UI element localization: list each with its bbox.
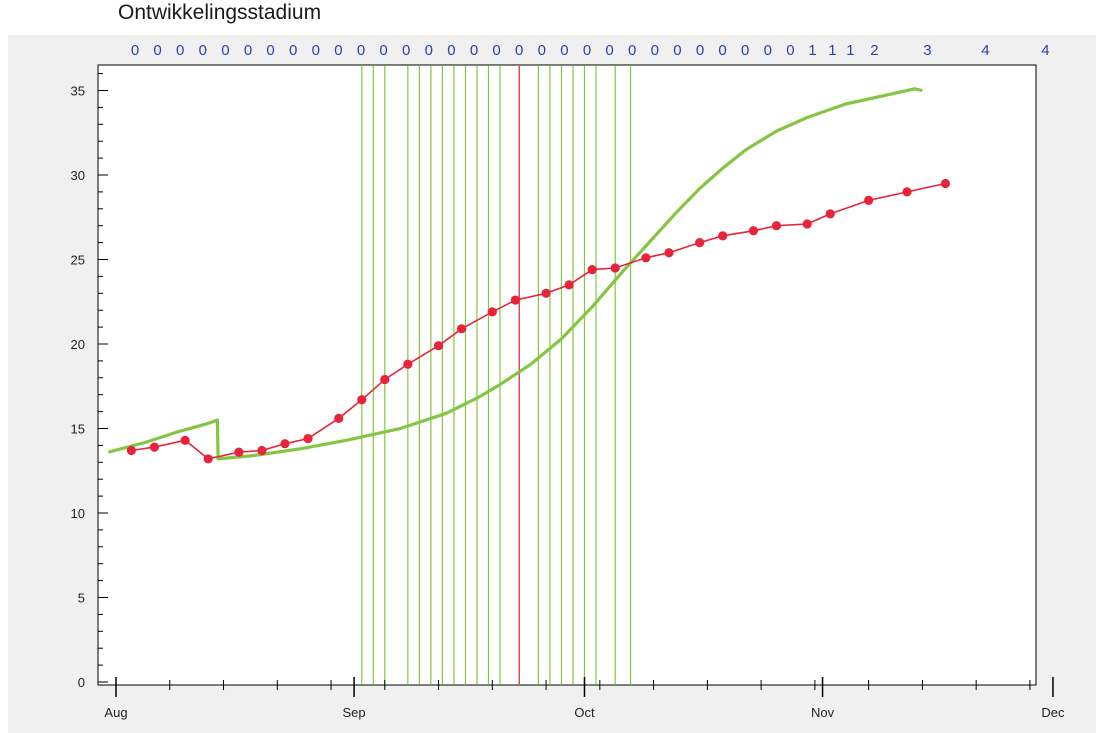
stage-label: 0 bbox=[199, 42, 207, 59]
stage-label: 4 bbox=[981, 42, 989, 59]
stage-label: 0 bbox=[357, 42, 365, 59]
stage-label: 0 bbox=[651, 42, 659, 59]
series-point bbox=[748, 226, 759, 236]
series-point bbox=[234, 447, 244, 457]
series-point bbox=[403, 359, 413, 369]
series-point bbox=[203, 454, 213, 464]
stage-label: 0 bbox=[221, 42, 229, 59]
stage-label: 0 bbox=[673, 42, 681, 59]
series-point bbox=[180, 435, 190, 445]
stage-label: 0 bbox=[470, 42, 478, 59]
stage-label: 0 bbox=[741, 42, 749, 59]
series-point bbox=[380, 374, 390, 385]
stage-label: 0 bbox=[628, 42, 636, 59]
y-tick-label: 0 bbox=[78, 675, 85, 690]
stage-label: 0 bbox=[289, 42, 297, 59]
stage-label: 0 bbox=[131, 42, 139, 59]
stage-label: 0 bbox=[334, 42, 342, 59]
series-point bbox=[510, 295, 520, 305]
series-point bbox=[825, 209, 835, 219]
series-point bbox=[487, 307, 497, 317]
y-tick-label: 35 bbox=[71, 84, 85, 99]
stage-label: 0 bbox=[312, 42, 320, 59]
series-point bbox=[641, 253, 651, 263]
x-tick-label: Nov bbox=[811, 705, 835, 720]
y-axis: 0 5 10 15 20 25 30 35 bbox=[71, 73, 108, 690]
series-point bbox=[334, 413, 344, 423]
stage-label: 4 bbox=[1041, 42, 1049, 59]
y-tick-label: 10 bbox=[71, 506, 85, 521]
x-axis: Aug Sep Oct Nov Dec bbox=[104, 677, 1065, 720]
series-point bbox=[126, 445, 136, 456]
series-point bbox=[564, 280, 574, 290]
series-point bbox=[902, 187, 912, 197]
series-point bbox=[718, 231, 728, 241]
y-tick-label: 25 bbox=[71, 253, 85, 268]
stage-label: 0 bbox=[266, 42, 274, 59]
stage-label: 1 bbox=[808, 42, 816, 59]
stage-label: 0 bbox=[515, 42, 523, 59]
stage-label: 0 bbox=[402, 42, 410, 59]
x-tick-label: Oct bbox=[574, 705, 595, 720]
series-point bbox=[303, 434, 313, 444]
chart-title: Ontwikkelingsstadium bbox=[118, 1, 322, 24]
stage-label: 0 bbox=[605, 42, 613, 59]
stage-label: 1 bbox=[828, 42, 836, 59]
stage-label: 1 bbox=[846, 42, 854, 59]
stage-label: 3 bbox=[923, 42, 931, 59]
series-point bbox=[940, 178, 951, 189]
vertical-marker-lines bbox=[361, 66, 632, 684]
stage-label: 0 bbox=[718, 42, 726, 59]
series-point bbox=[149, 442, 159, 452]
series-point bbox=[864, 195, 874, 205]
stage-label: 0 bbox=[153, 42, 161, 59]
stage-label: 0 bbox=[492, 42, 500, 59]
series-point bbox=[802, 219, 812, 229]
y-tick-label: 30 bbox=[71, 168, 85, 183]
y-tick-label: 15 bbox=[71, 422, 85, 437]
stage-label: 0 bbox=[379, 42, 387, 59]
series-point bbox=[457, 324, 467, 334]
series-point bbox=[280, 439, 290, 449]
series-points bbox=[126, 178, 951, 464]
x-tick-label: Sep bbox=[343, 705, 366, 720]
series-point bbox=[695, 238, 705, 248]
x-tick-label: Aug bbox=[104, 705, 127, 720]
series-point bbox=[257, 445, 267, 456]
series-point bbox=[357, 395, 367, 405]
stage-label: 0 bbox=[696, 42, 704, 59]
stage-label: 0 bbox=[244, 42, 252, 59]
stage-label: 0 bbox=[786, 42, 794, 59]
stage-label: 0 bbox=[764, 42, 772, 59]
series-point bbox=[610, 263, 620, 273]
stage-label: 0 bbox=[560, 42, 568, 59]
series-point bbox=[771, 221, 782, 231]
stage-label: 0 bbox=[447, 42, 455, 59]
stage-label: 0 bbox=[538, 42, 546, 59]
series-point bbox=[664, 248, 674, 258]
series-point bbox=[587, 265, 597, 275]
series-point bbox=[541, 288, 551, 298]
stage-label: 0 bbox=[425, 42, 433, 59]
stage-label: 0 bbox=[583, 42, 591, 59]
series-line bbox=[107, 87, 923, 461]
stage-label: 0 bbox=[176, 42, 184, 59]
series-point bbox=[433, 341, 444, 351]
y-tick-label: 20 bbox=[71, 337, 85, 352]
x-tick-label: Dec bbox=[1041, 705, 1065, 720]
y-tick-label: 5 bbox=[78, 591, 85, 606]
plot-area bbox=[97, 64, 1037, 686]
stage-label: 2 bbox=[870, 42, 878, 59]
